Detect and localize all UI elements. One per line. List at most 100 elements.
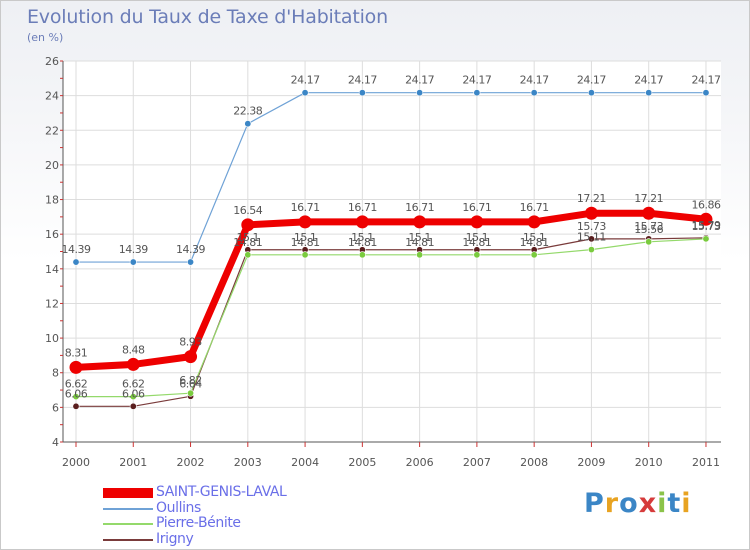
legend-label: Oullins — [156, 499, 201, 516]
data-point — [587, 235, 595, 243]
data-point — [413, 215, 427, 229]
data-label: 24.17 — [462, 74, 491, 87]
data-point — [301, 251, 309, 259]
x-tick-label: 2000 — [62, 456, 90, 469]
data-point — [126, 357, 140, 371]
data-point — [358, 251, 366, 259]
y-tick-label: 20 — [45, 159, 59, 172]
data-label: 15.1 — [523, 231, 546, 244]
proxiti-logo: Proxiti — [584, 488, 692, 519]
data-point — [416, 89, 424, 97]
data-label: 24.17 — [691, 74, 720, 87]
data-label: 15.56 — [634, 223, 663, 236]
data-point — [129, 393, 137, 401]
data-label: 15.1 — [294, 231, 317, 244]
data-label: 24.17 — [348, 74, 377, 87]
data-point — [473, 251, 481, 259]
x-tick-label: 2004 — [291, 456, 319, 469]
data-label: 15.73 — [634, 220, 663, 233]
data-point — [642, 206, 656, 220]
x-tick-label: 2010 — [635, 456, 663, 469]
data-label: 14.81 — [348, 236, 377, 249]
data-label: 16.54 — [233, 204, 262, 217]
legend-label: Irigny — [156, 530, 194, 547]
data-label: 22.38 — [233, 105, 262, 118]
legend-label: SAINT-GENIS-LAVAL — [156, 484, 287, 500]
data-point — [187, 258, 195, 266]
logo-letter: i — [681, 488, 692, 519]
data-point — [72, 258, 80, 266]
data-label: 14.81 — [520, 236, 549, 249]
logo-letter: o — [619, 488, 639, 519]
chart-title: Evolution du Taux de Taxe d'Habitation — [27, 6, 388, 28]
y-tick-label: 24 — [45, 90, 59, 103]
data-point — [699, 212, 713, 226]
data-point — [702, 235, 710, 243]
data-label: 24.17 — [634, 74, 663, 87]
data-label: 14.81 — [233, 236, 262, 249]
data-point — [527, 215, 541, 229]
data-label: 14.81 — [291, 236, 320, 249]
data-label: 14.81 — [405, 236, 434, 249]
x-tick-label: 2001 — [119, 456, 147, 469]
data-label: 15.73 — [691, 220, 720, 233]
legend-swatch — [103, 488, 153, 498]
data-point — [129, 402, 137, 410]
data-point — [358, 89, 366, 97]
data-point — [355, 215, 369, 229]
data-label: 15.73 — [577, 220, 606, 233]
data-label: 15.1 — [408, 231, 431, 244]
data-label: 8.31 — [65, 346, 88, 359]
data-label: 16.71 — [348, 201, 377, 214]
x-tick-label: 2002 — [177, 456, 205, 469]
data-label: 17.21 — [577, 192, 606, 205]
x-tick-label: 2007 — [463, 456, 491, 469]
chart-unit-label: (en %) — [27, 31, 64, 44]
data-point — [645, 89, 653, 97]
data-point — [416, 251, 424, 259]
data-point — [241, 218, 255, 232]
x-tick-label: 2009 — [577, 456, 605, 469]
data-label: 16.71 — [291, 201, 320, 214]
x-tick-label: 2003 — [234, 456, 262, 469]
legend-swatch — [103, 523, 153, 525]
data-label: 16.86 — [691, 198, 720, 211]
data-point — [184, 350, 198, 364]
y-tick-label: 8 — [52, 367, 59, 380]
data-point — [72, 402, 80, 410]
data-point — [72, 393, 80, 401]
data-label: 24.17 — [291, 74, 320, 87]
data-point — [69, 360, 83, 374]
series-line-0 — [72, 209, 710, 371]
data-label: 6.64 — [179, 377, 202, 390]
x-tick-label: 2005 — [348, 456, 376, 469]
data-point — [298, 215, 312, 229]
data-label: 15.1 — [351, 231, 374, 244]
legend-label: Pierre-Bénite — [156, 515, 241, 531]
data-label: 6.06 — [122, 387, 145, 400]
data-label: 14.39 — [62, 243, 91, 256]
legend-swatch — [103, 507, 153, 510]
x-tick-label: 2008 — [520, 456, 548, 469]
logo-letter: P — [584, 488, 605, 519]
data-point — [129, 258, 137, 266]
data-label: 6.82 — [179, 374, 202, 387]
data-label: 14.39 — [176, 243, 205, 256]
data-label: 15.1 — [466, 231, 489, 244]
data-label: 14.81 — [462, 236, 491, 249]
data-point — [244, 251, 252, 259]
data-point — [587, 89, 595, 97]
data-label: 6.62 — [122, 378, 145, 391]
data-label: 14.39 — [119, 243, 148, 256]
y-tick-label: 10 — [45, 332, 59, 345]
y-tick-label: 6 — [52, 401, 59, 414]
data-point — [584, 206, 598, 220]
y-tick-label: 26 — [45, 55, 59, 68]
data-point — [702, 89, 710, 97]
series-line-1 — [75, 92, 707, 263]
data-point — [244, 120, 252, 128]
data-point — [530, 89, 538, 97]
data-label: 24.17 — [405, 74, 434, 87]
data-label: 6.62 — [65, 378, 88, 391]
